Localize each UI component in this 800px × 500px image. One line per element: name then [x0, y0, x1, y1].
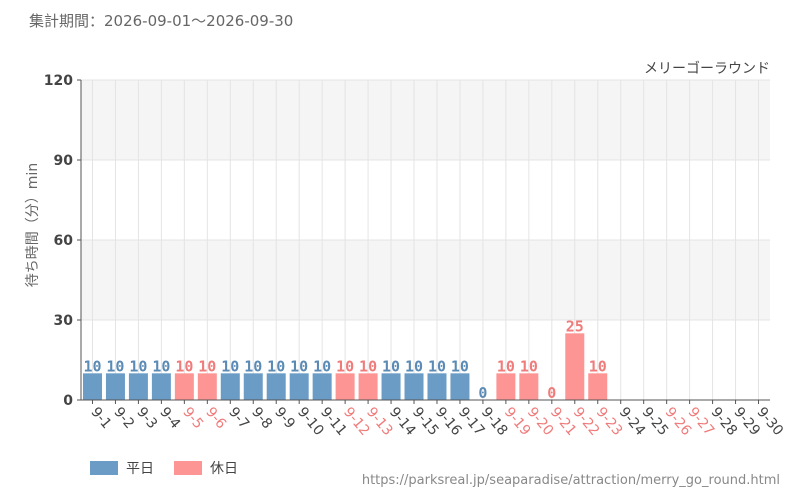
chart-background-bands	[81, 80, 770, 320]
bar-value-label: 10	[428, 357, 446, 375]
bar	[381, 373, 401, 400]
period-label: 集計期間：2026-09-01～2026-09-30	[29, 12, 294, 30]
x-tick-label: 9-8	[248, 404, 275, 432]
x-tick-label: 9-5	[179, 404, 206, 432]
bar-value-label: 10	[83, 357, 101, 375]
bar-value-label: 10	[382, 357, 400, 375]
bar-value-label: 10	[152, 357, 170, 375]
bar-value-label: 10	[589, 357, 607, 375]
bar-value-label: 10	[106, 357, 124, 375]
bar-value-label: 10	[405, 357, 423, 375]
legend-weekday-swatch	[90, 461, 118, 475]
bar	[105, 373, 125, 400]
y-tick-label: 30	[54, 313, 74, 329]
y-tick-label: 60	[54, 233, 74, 249]
bar-value-label: 25	[566, 317, 584, 335]
bar	[220, 373, 240, 400]
bar-value-label: 10	[520, 357, 538, 375]
bar	[496, 373, 516, 400]
x-tick-label: 9-7	[225, 404, 252, 432]
bar	[404, 373, 424, 400]
bar-value-label: 10	[290, 357, 308, 375]
bar	[450, 373, 470, 400]
bar	[266, 373, 286, 400]
bar	[197, 373, 217, 400]
bar-value-label: 10	[359, 357, 377, 375]
bar	[565, 333, 585, 400]
bar	[243, 373, 263, 400]
legend-weekday: 平日	[90, 458, 154, 478]
chart-y-ticks: 0 30 60 90 120	[44, 73, 81, 409]
bar-value-label: 10	[497, 357, 515, 375]
chart-gridlines	[81, 79, 770, 400]
x-tick-label: 9-1	[87, 404, 114, 432]
chart-bars	[82, 333, 608, 400]
bar	[358, 373, 378, 400]
source-url: https://parksreal.jp/seaparadise/attract…	[361, 473, 780, 488]
bar-value-label: 10	[175, 357, 193, 375]
background-band	[81, 240, 770, 320]
x-tick-label: 9-3	[133, 404, 160, 432]
x-tick-label: 9-9	[271, 404, 298, 432]
bar-value-label: 10	[244, 357, 262, 375]
y-tick-label: 0	[63, 393, 73, 409]
legend-holiday-swatch	[174, 461, 202, 475]
x-tick-label: 9-6	[202, 404, 229, 432]
bar	[335, 373, 355, 400]
bar	[588, 373, 608, 400]
legend-holiday: 休日	[174, 458, 238, 478]
bar	[289, 373, 309, 400]
x-tick-label: 9-4	[156, 404, 183, 432]
bar	[82, 373, 102, 400]
legend-holiday-label: 休日	[210, 461, 238, 477]
bar-value-label: 10	[451, 357, 469, 375]
bar	[151, 373, 171, 400]
bar-value-label: 10	[336, 357, 354, 375]
legend-weekday-label: 平日	[126, 461, 154, 477]
bar	[174, 373, 194, 400]
bar-value-label: 10	[198, 357, 216, 375]
bar-value-label: 10	[313, 357, 331, 375]
chart-value-labels: 10 10 10 10 10 10 10 10 10 10 10 10 10 10 10 10 10 0 10 10 0…	[83, 317, 606, 402]
attraction-name: メリーゴーラウンド	[644, 61, 770, 77]
chart-x-ticks: 9-19-29-39-49-59-69-79-89-99-109-119-129…	[87, 400, 786, 439]
bar-value-label: 0	[547, 384, 556, 402]
background-band	[81, 80, 770, 160]
bar-value-label: 10	[267, 357, 285, 375]
bar-value-label: 10	[129, 357, 147, 375]
bar-value-label: 0	[478, 384, 487, 402]
bar-value-label: 10	[221, 357, 239, 375]
y-tick-label: 90	[54, 153, 74, 169]
bar	[427, 373, 447, 400]
bar	[312, 373, 332, 400]
bar	[519, 373, 539, 400]
bar	[128, 373, 148, 400]
x-tick-label: 9-2	[110, 404, 137, 432]
y-tick-label: 120	[44, 73, 73, 89]
